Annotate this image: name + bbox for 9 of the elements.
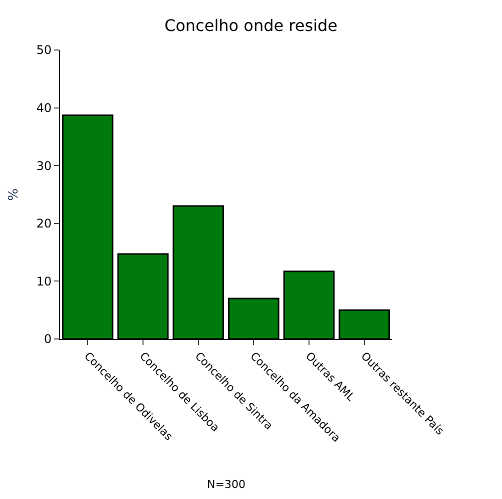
y-tick-label: 30 (36, 158, 52, 173)
y-tick-label: 10 (36, 274, 52, 288)
y-tick-label: 50 (36, 43, 52, 58)
chart-title: Concelho onde reside (164, 16, 338, 36)
text: N=300 (207, 478, 246, 491)
y-tick-label: 20 (36, 216, 52, 231)
y-axis-title: % (6, 188, 22, 201)
y-tick-label: 0 (44, 332, 52, 346)
y-tick-label: 40 (36, 101, 52, 115)
